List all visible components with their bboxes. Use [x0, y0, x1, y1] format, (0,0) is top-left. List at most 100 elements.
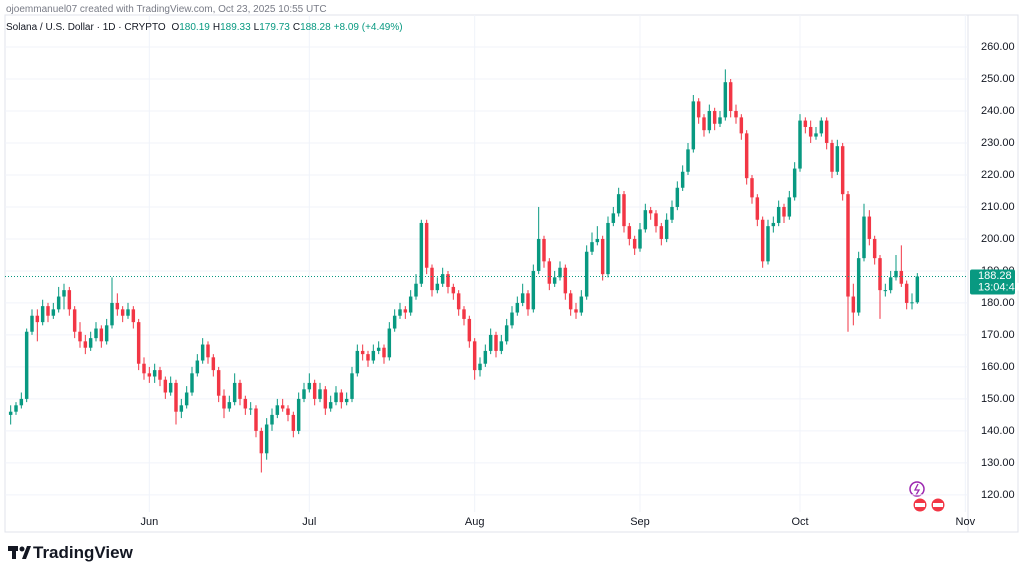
candle-body — [211, 357, 216, 371]
candle-body — [168, 382, 173, 393]
x-tick-label: Jun — [140, 516, 158, 528]
candle-body — [72, 309, 77, 332]
candle-body — [286, 408, 290, 415]
candle-body — [499, 341, 504, 351]
candle-body — [280, 405, 285, 409]
brand-logo — [8, 546, 31, 559]
candle-body — [462, 309, 466, 319]
candle-body — [723, 82, 728, 118]
candle-body — [563, 267, 568, 294]
candle-body — [744, 133, 749, 179]
candle-body — [846, 194, 850, 297]
candle-body — [339, 392, 344, 403]
x-tick-label: Nov — [956, 516, 976, 528]
candle-body — [814, 133, 818, 137]
candle-body — [110, 302, 114, 326]
candle-body — [366, 354, 370, 361]
candle-body — [104, 325, 109, 342]
ohlc-label: H — [212, 22, 221, 33]
candle-body — [435, 283, 440, 291]
candle-body — [675, 187, 680, 207]
candle-body — [670, 206, 674, 220]
y-tick-label: 180.00 — [981, 297, 1015, 309]
candle-body — [872, 238, 877, 259]
candle-body — [904, 283, 909, 303]
candle-body — [472, 341, 477, 371]
y-tick-label: 160.00 — [981, 361, 1015, 373]
candle-body — [851, 296, 856, 313]
candle-body — [158, 370, 162, 380]
candle-body — [750, 178, 754, 198]
y-tick-label: 200.00 — [981, 233, 1015, 245]
candle-body — [558, 267, 562, 278]
candle-body — [824, 120, 829, 143]
candle-body — [259, 430, 264, 454]
candle-body — [910, 302, 914, 304]
candle-body — [88, 338, 93, 348]
candle-body — [488, 334, 493, 351]
candle-body — [803, 120, 808, 127]
symbol-title: Solana / U.S. Dollar · 1D · CRYPTO — [6, 22, 166, 33]
candle-body — [899, 270, 904, 284]
price-tag — [970, 269, 1015, 295]
price-tag-value: 188.28 — [978, 270, 1012, 282]
ohlc-label: C — [292, 22, 301, 33]
candle-body — [787, 197, 792, 217]
candle-body — [648, 210, 653, 214]
y-tick-label: 120.00 — [981, 489, 1015, 501]
candle-body — [30, 315, 34, 332]
candle-body — [702, 117, 706, 131]
y-tick-label: 150.00 — [981, 393, 1015, 405]
candle-body — [206, 344, 210, 358]
candle-body — [430, 267, 434, 291]
candle-body — [387, 328, 392, 358]
candle-body — [174, 382, 178, 412]
candle-body — [243, 398, 248, 409]
candle-body — [616, 194, 621, 214]
candle-body — [526, 293, 530, 310]
candle-body — [99, 328, 104, 342]
candle-body — [360, 350, 365, 355]
candle-body — [766, 226, 770, 262]
candle-body — [51, 309, 56, 316]
ohlc-value: 189.33 — [220, 22, 251, 33]
candle-body — [696, 101, 701, 118]
candle-body — [739, 117, 744, 134]
brand-name: TradingView — [33, 543, 133, 562]
candle-body — [408, 296, 413, 313]
candle-body — [680, 171, 685, 188]
y-tick-label: 140.00 — [981, 425, 1015, 437]
candle-body — [414, 283, 418, 297]
candle-body — [595, 238, 600, 243]
x-tick-label: Sep — [630, 516, 650, 528]
candle-body — [515, 302, 520, 313]
candle-body — [302, 389, 306, 399]
x-tick-label: Aug — [465, 516, 485, 528]
y-tick-label: 210.00 — [981, 201, 1015, 213]
y-tick-label: 230.00 — [981, 137, 1015, 149]
candle-body — [350, 373, 354, 399]
candle-body — [878, 258, 882, 291]
ohlc-value: 179.73 — [259, 22, 290, 33]
candle-body — [398, 309, 402, 316]
candle-body — [440, 274, 445, 284]
candle-body — [819, 120, 824, 134]
candle-body — [888, 277, 893, 291]
candle-body — [56, 296, 61, 310]
candle-body — [318, 389, 322, 399]
candle-body — [403, 309, 408, 313]
candle-body — [35, 315, 40, 323]
chart-frame — [4, 14, 1019, 533]
candle-body — [184, 392, 189, 406]
candle-body — [126, 309, 130, 316]
candle-body — [579, 296, 584, 313]
candle-body — [659, 226, 664, 239]
candle-body — [627, 226, 632, 239]
candle-body — [83, 341, 88, 348]
candle-body — [216, 370, 221, 396]
attribution: ojoemmanuel07 created with TradingView.c… — [6, 4, 327, 15]
candle-body — [40, 306, 45, 323]
candle-body — [483, 350, 488, 364]
candle-body — [115, 302, 120, 310]
